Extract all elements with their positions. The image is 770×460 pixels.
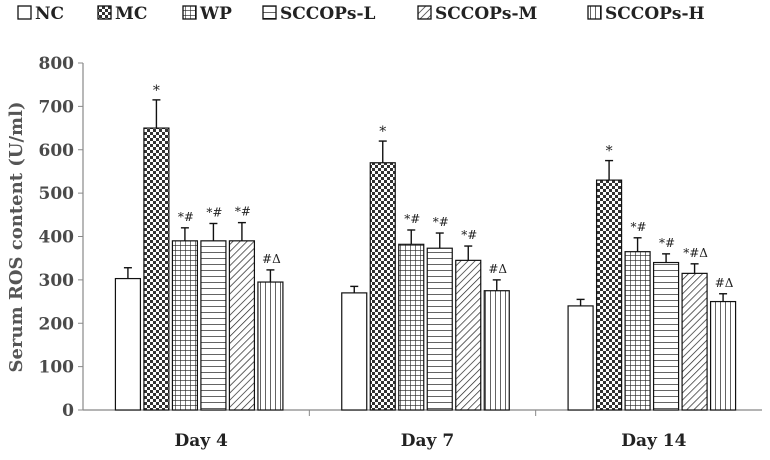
bar-sccops-l-day-7: [426, 247, 453, 411]
y-tick-label: 400: [39, 228, 75, 248]
bar-wp-day-14: [624, 251, 651, 411]
legend-item-nc: NC: [17, 4, 64, 24]
significance-label: #Δ: [262, 252, 281, 266]
legend-label: SCCOPs-M: [435, 4, 538, 24]
x-tick-label: Day 7: [401, 431, 454, 451]
legend-swatch: [182, 5, 197, 20]
legend-swatch: [587, 5, 602, 20]
y-tick-label: 500: [39, 184, 75, 204]
bar-nc-day-7: [341, 292, 368, 411]
y-tick-label: 100: [39, 358, 75, 378]
y-tick-label: 600: [39, 141, 75, 161]
bar-mc-day-14: [595, 179, 623, 411]
significance-label: *#Δ: [683, 246, 708, 260]
bar-mc-day-7: [369, 162, 396, 411]
bar-nc-day-4: [114, 277, 142, 411]
bar-sccops-h-day-4: [257, 281, 284, 411]
legend-label: NC: [35, 4, 64, 24]
y-tick-label: 800: [39, 54, 75, 74]
legend: NC MC WP SCCOPs-L SCCOPs-M SCCOPs-H: [17, 4, 705, 24]
y-tick-label: 0: [62, 401, 74, 421]
axes: 0 100 200 300 400 500 600 700 800 Day 4 Day 7 Day 1…: [39, 54, 762, 451]
legend-swatch: [17, 5, 32, 20]
significance-label: #Δ: [715, 276, 734, 290]
legend-item-wp: WP: [182, 4, 232, 24]
bars: * *# *# *# #Δ * *# *# *# #Δ * *# *# *#Δ #Δ: [114, 83, 737, 411]
legend-item-sccops-h: SCCOPs-H: [587, 4, 705, 24]
x-tick-label: Day 4: [174, 431, 228, 451]
legend-label: SCCOPs-H: [605, 4, 705, 24]
bar-sccops-m-day-7: [455, 259, 482, 411]
significance-label: *: [153, 83, 160, 99]
bar-sccops-l-day-14: [652, 261, 680, 411]
legend-item-sccops-l: SCCOPs-L: [262, 4, 376, 24]
significance-label: #Δ: [488, 262, 507, 276]
bar-mc-day-4: [143, 127, 170, 411]
significance-label: *#: [178, 210, 194, 224]
legend-swatch: [262, 5, 277, 20]
significance-label: *#: [631, 220, 647, 234]
y-tick-label: 200: [39, 314, 75, 334]
legend-swatch: [417, 5, 432, 20]
significance-label: *#: [461, 228, 477, 242]
y-axis-label: Serum ROS content (U/ml): [6, 102, 27, 373]
significance-label: *#: [659, 236, 675, 250]
significance-label: *#: [235, 205, 251, 219]
significance-label: *: [606, 144, 613, 160]
bar-sccops-h-day-7: [483, 290, 510, 411]
significance-label: *#: [206, 205, 222, 219]
legend-item-mc: MC: [97, 4, 147, 24]
legend-label: WP: [199, 4, 232, 24]
significance-label: *#: [404, 212, 420, 226]
y-tick-label: 700: [39, 97, 75, 117]
bar-sccops-m-day-14: [681, 272, 708, 411]
y-tick-label: 300: [39, 271, 75, 291]
x-tick-label: Day 14: [621, 431, 686, 451]
bar-sccops-l-day-4: [200, 240, 227, 411]
significance-label: *#: [433, 215, 449, 229]
legend-label: SCCOPs-L: [280, 4, 376, 24]
bar-wp-day-4: [171, 240, 199, 411]
bar-wp-day-7: [398, 243, 425, 411]
legend-swatch: [97, 5, 112, 20]
significance-label: *: [379, 124, 386, 140]
bar-sccops-h-day-14: [709, 300, 737, 411]
bar-nc-day-14: [567, 305, 594, 411]
legend-item-sccops-m: SCCOPs-M: [417, 4, 538, 24]
legend-label: MC: [115, 4, 147, 24]
bar-sccops-m-day-4: [228, 240, 256, 411]
